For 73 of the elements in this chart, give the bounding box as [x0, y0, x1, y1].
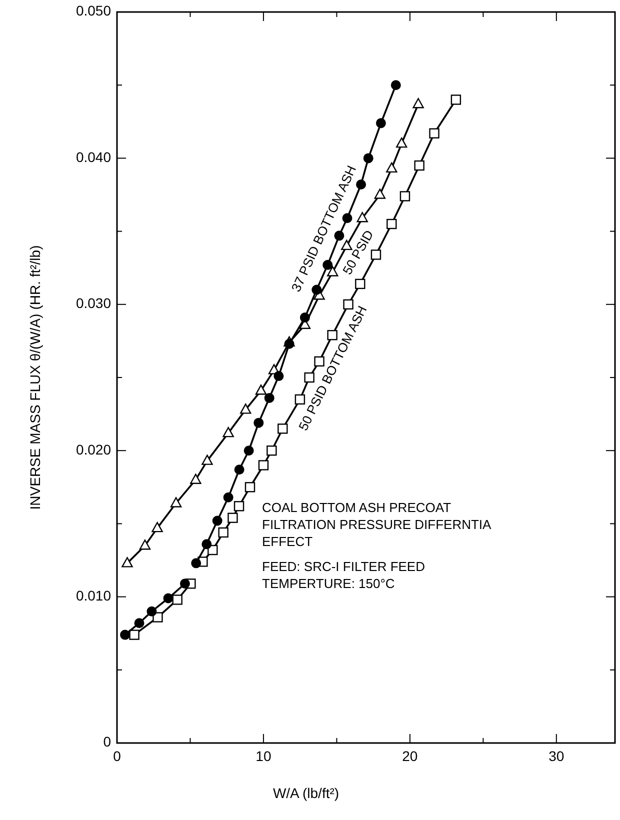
point: [327, 266, 338, 276]
point: [450, 94, 462, 105]
point: [202, 454, 213, 465]
annotation: FILTRATION PRESSURE DIFFERNTIA: [262, 517, 492, 532]
x-tick-label: 30: [548, 748, 564, 764]
point: [223, 492, 234, 502]
point: [414, 160, 424, 171]
point: [400, 191, 410, 202]
point: [122, 557, 133, 568]
point: [172, 594, 182, 605]
point: [129, 630, 140, 640]
point: [228, 512, 238, 523]
point: [386, 218, 397, 230]
point: [304, 372, 314, 383]
point: [386, 162, 398, 173]
point: [222, 426, 234, 438]
point: [412, 98, 424, 108]
x-tick-label: 20: [402, 748, 418, 764]
point: [255, 384, 267, 395]
annotation: TEMPERTURE: 150°C: [262, 576, 395, 592]
point: [390, 80, 401, 90]
point: [134, 618, 144, 628]
point: [212, 516, 222, 526]
annotation: FEED: SRC-I FILTER FEED: [262, 559, 426, 574]
y-axis-title: INVERSE MASS FLUX θ/(W/A) (HR. ft²/lb): [27, 245, 43, 510]
point: [312, 284, 322, 295]
text: 50 PSID: [340, 228, 376, 278]
point: [396, 137, 408, 148]
point: [244, 446, 254, 456]
annotation: EFFECT: [262, 534, 313, 550]
point: [322, 260, 333, 270]
y-tick-label: 0.010: [76, 588, 112, 604]
annotation: COAL BOTTOM ASH PRECOAT: [262, 500, 452, 516]
point: [300, 312, 310, 323]
point: [284, 338, 294, 349]
x-axis-title: W/A (lb/ft²): [272, 785, 340, 801]
point: [356, 180, 366, 190]
point: [266, 446, 277, 456]
y-tick-label: 0: [103, 734, 112, 750]
point: [234, 501, 244, 512]
point: [355, 278, 366, 290]
point: [163, 593, 174, 604]
y-tick-label: 0.030: [76, 295, 112, 312]
point: [152, 522, 163, 532]
y-tick-label: 0.020: [76, 441, 112, 458]
x-tick-label: 10: [256, 748, 272, 764]
point: [254, 418, 264, 428]
point: [278, 424, 288, 434]
point: [218, 527, 228, 538]
point: [202, 539, 212, 550]
y-tick-label: 0.050: [76, 2, 112, 19]
point: [170, 497, 182, 508]
point: [180, 578, 190, 589]
point: [152, 612, 163, 622]
y-tick-label: 0.040: [76, 148, 112, 165]
point: [376, 118, 386, 128]
point: [240, 404, 252, 414]
point: [356, 212, 368, 222]
point: [363, 153, 374, 164]
point: [120, 630, 130, 640]
point: [274, 371, 284, 382]
point: [258, 460, 269, 470]
point: [146, 606, 157, 616]
point: [139, 540, 151, 550]
point: [190, 474, 202, 484]
point: [264, 392, 274, 403]
point: [374, 188, 386, 199]
point: [234, 464, 244, 475]
point: [191, 558, 202, 568]
point: [294, 394, 306, 405]
point: [244, 482, 256, 492]
x-tick-label: 0: [113, 748, 122, 764]
point: [429, 128, 440, 138]
